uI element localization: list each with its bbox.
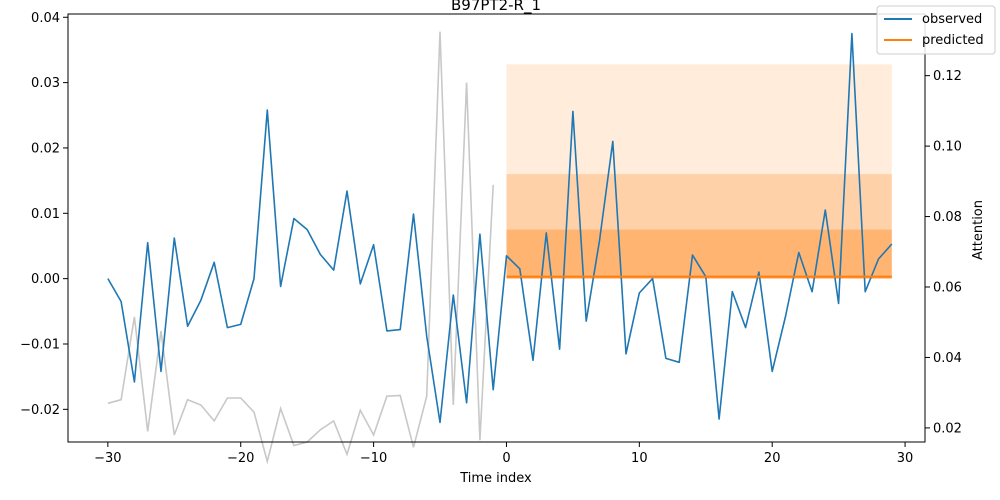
x-tick-label: −20 — [227, 451, 254, 466]
y2-tick-label: 0.06 — [933, 281, 962, 296]
x-tick-label: 30 — [897, 451, 914, 466]
data-series — [107, 32, 893, 424]
y-tick-label: −0.02 — [20, 403, 60, 418]
y2-tick-label: 0.04 — [933, 351, 962, 366]
legend: observed predicted — [876, 5, 996, 55]
y2-axis: 0.02 0.04 0.06 0.08 0.10 0.12 — [925, 69, 962, 436]
series-line-observed — [107, 32, 893, 424]
x-axis: −30 −20 −10 0 10 20 30 — [94, 442, 913, 466]
prediction-band-0 — [506, 64, 892, 279]
y-tick-label: 0.02 — [31, 141, 60, 156]
x-tick-label: 10 — [631, 451, 648, 466]
y-tick-label: 0.04 — [31, 11, 60, 26]
prediction-interval-bands — [506, 64, 892, 279]
y-tick-label: 0.00 — [31, 272, 60, 287]
legend-label-predicted: predicted — [922, 33, 984, 48]
x-tick-label: −30 — [94, 451, 121, 466]
y2-tick-label: 0.02 — [933, 421, 962, 436]
y-tick-label: −0.01 — [20, 337, 60, 352]
x-axis-label: Time index — [459, 471, 532, 486]
attention-series — [107, 31, 494, 465]
y2-tick-label: 0.12 — [933, 69, 962, 84]
y2-axis-label: Attention — [971, 200, 986, 260]
y-axis: −0.02 −0.01 0.00 0.01 0.02 0.03 0.04 — [20, 11, 68, 418]
legend-label-observed: observed — [922, 12, 982, 27]
plot-frame — [67, 13, 926, 443]
y-tick-label: 0.01 — [31, 207, 60, 222]
y2-tick-label: 0.10 — [933, 140, 962, 155]
chart-title: B97PT2-R_1 — [451, 0, 541, 15]
y-tick-label: 0.03 — [31, 76, 60, 91]
prediction-band-2 — [506, 229, 892, 279]
x-tick-label: −10 — [360, 451, 387, 466]
x-tick-label: 20 — [764, 451, 781, 466]
attention-line — [107, 31, 494, 465]
x-tick-label: 0 — [502, 451, 510, 466]
y2-tick-label: 0.08 — [933, 210, 962, 225]
